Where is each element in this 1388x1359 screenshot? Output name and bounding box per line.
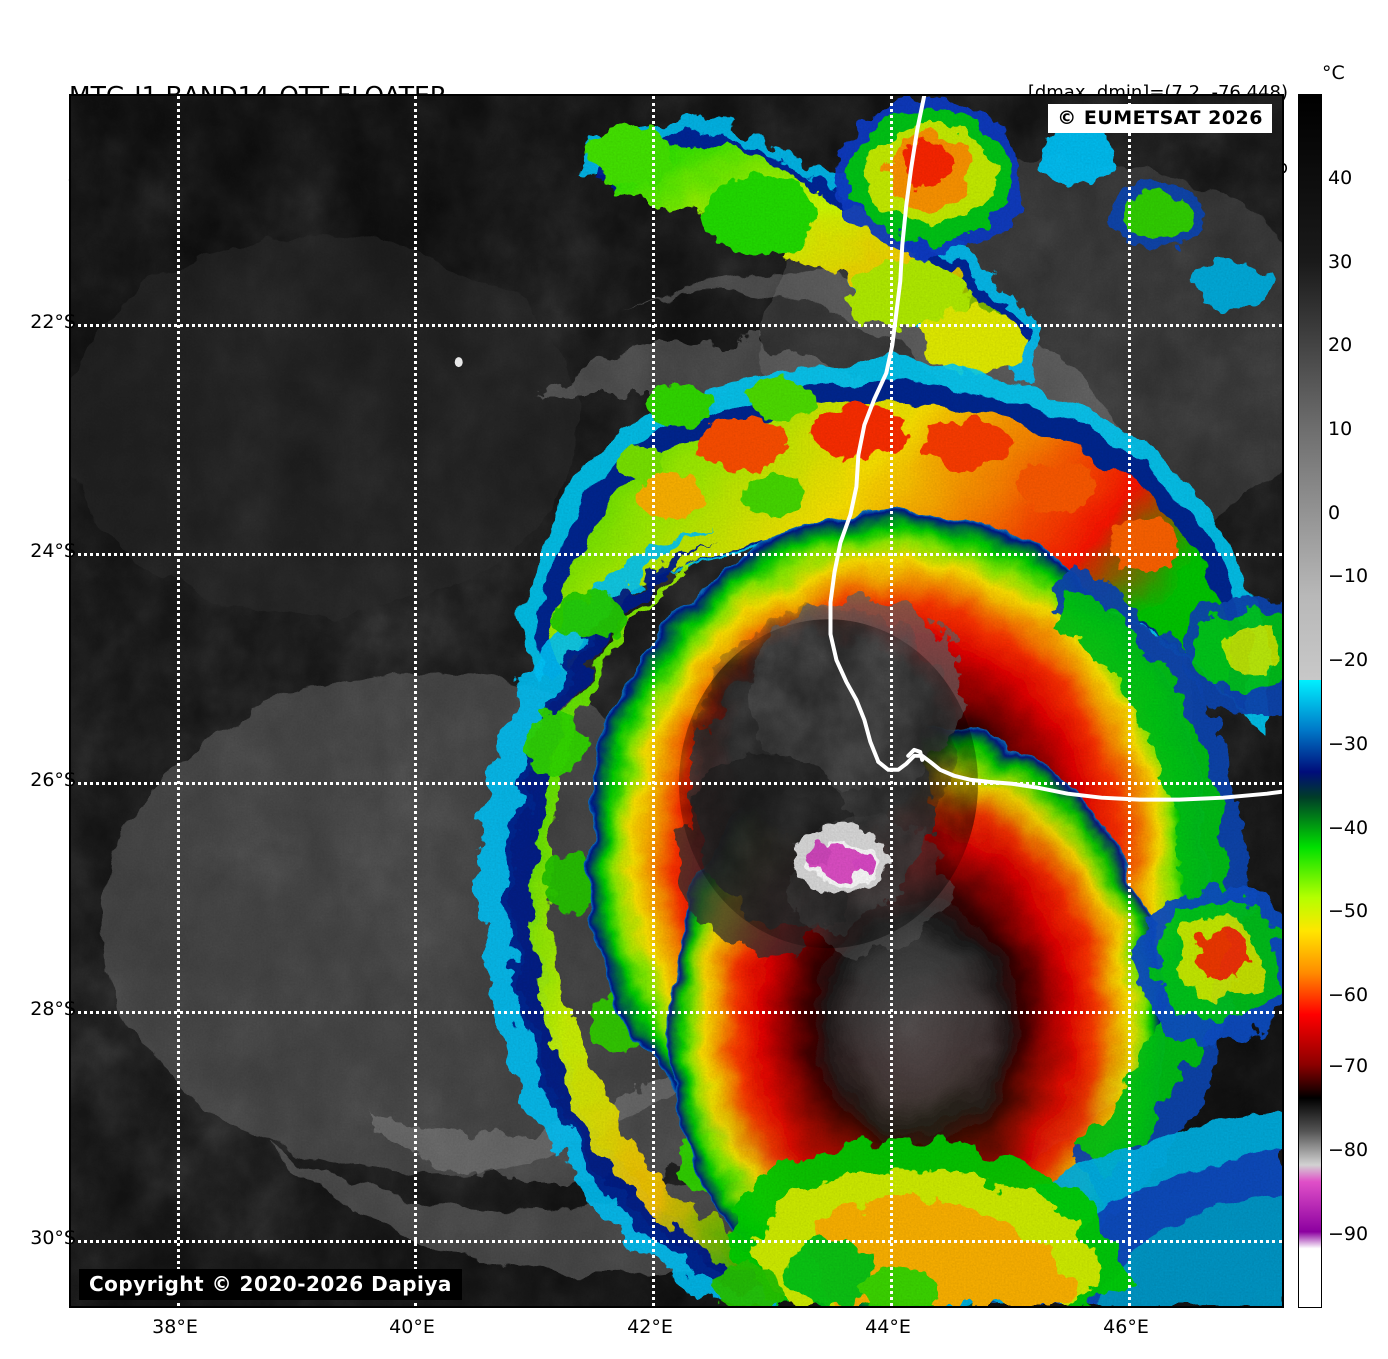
eumetsat-badge: © EUMETSAT 2026: [1048, 104, 1272, 133]
colorbar-tick-20: 20: [1328, 334, 1353, 356]
coastline: [828, 96, 1282, 802]
xtick-label-46E: 46°E: [1103, 1316, 1149, 1338]
colorbar-tick-m50: −50: [1328, 900, 1369, 922]
xtick-label-42E: 42°E: [627, 1316, 673, 1338]
colorbar-tick-m10: −10: [1328, 565, 1369, 587]
ytick-label-24S: 24°S: [30, 540, 76, 562]
colorbar-tick-0: 0: [1328, 502, 1341, 524]
colorbar-tick-40: 40: [1328, 167, 1353, 189]
colorbar-tick-m70: −70: [1328, 1055, 1369, 1077]
xtick-label-38E: 38°E: [152, 1316, 198, 1338]
colorbar-tick-m30: −30: [1328, 733, 1369, 755]
island-speck: [454, 357, 463, 368]
colorbar-tick-m60: −60: [1328, 984, 1369, 1006]
satellite-raster: [71, 96, 1282, 1306]
satellite-image-panel[interactable]: © EUMETSAT 2026 Copyright © 2020-2026 Da…: [69, 94, 1284, 1308]
colorbar-unit-label: °C: [1322, 62, 1345, 84]
colorbar-gradient: [1299, 95, 1321, 1307]
ytick-label-28S: 28°S: [30, 998, 76, 1020]
colorbar-tick-m80: −80: [1328, 1139, 1369, 1161]
ytick-label-26S: 26°S: [30, 769, 76, 791]
colorbar-tick-10: 10: [1328, 418, 1353, 440]
colorbar-tick-m20: −20: [1328, 649, 1369, 671]
xtick-label-44E: 44°E: [865, 1316, 911, 1338]
ytick-label-30S: 30°S: [30, 1227, 76, 1249]
colorbar-tick-30: 30: [1328, 251, 1353, 273]
ytick-label-22S: 22°S: [30, 311, 76, 333]
colorbar-tick-m90: −90: [1328, 1223, 1369, 1245]
copyright-badge: Copyright © 2020-2026 Dapiya: [79, 1269, 462, 1300]
colorbar[interactable]: [1298, 94, 1322, 1308]
colorbar-tick-m40: −40: [1328, 817, 1369, 839]
xtick-label-40E: 40°E: [389, 1316, 435, 1338]
